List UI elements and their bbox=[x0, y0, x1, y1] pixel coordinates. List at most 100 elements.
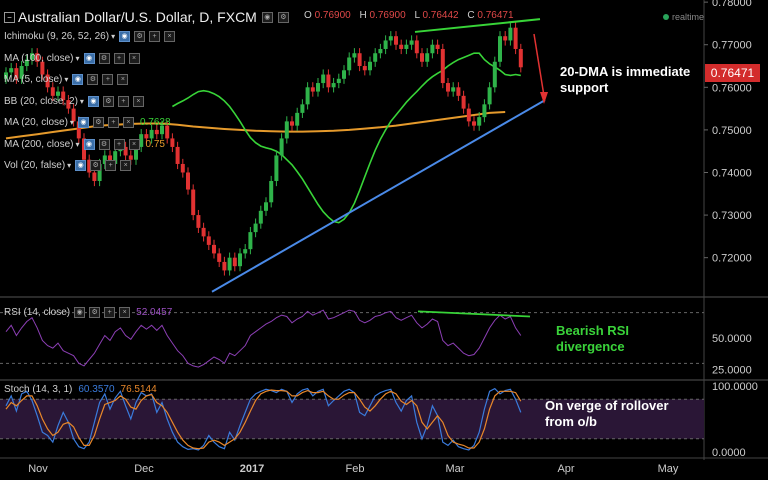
indicator-label[interactable]: MA (100, close) bbox=[4, 52, 74, 64]
rsi-tick-label: 25.0000 bbox=[712, 365, 752, 377]
eye-icon[interactable]: ◉ bbox=[74, 307, 86, 318]
uptrend-line bbox=[211, 99, 546, 293]
rsi-series bbox=[5, 309, 522, 368]
candle-body bbox=[518, 48, 523, 68]
indicator-label[interactable]: MA (200, close) bbox=[4, 138, 74, 150]
chevron-down-icon[interactable]: ▾ bbox=[75, 139, 80, 149]
settings-icon[interactable]: ⚙ bbox=[134, 31, 146, 42]
candle-body bbox=[154, 129, 159, 135]
close-icon[interactable]: × bbox=[119, 307, 131, 318]
candle-body bbox=[336, 78, 341, 84]
candle-body bbox=[92, 172, 97, 182]
close-icon[interactable]: × bbox=[122, 117, 134, 128]
indicator-label[interactable]: BB (20, close, 2) bbox=[4, 95, 78, 107]
grid bbox=[0, 296, 768, 381]
eye-icon[interactable]: ◉ bbox=[261, 11, 273, 23]
time-tick-label: Dec bbox=[134, 463, 154, 475]
price-tick-label: 0.73000 bbox=[712, 210, 752, 222]
settings-icon[interactable]: ⚙ bbox=[89, 307, 101, 318]
add-icon[interactable]: + bbox=[102, 74, 114, 85]
candle-body bbox=[191, 189, 196, 216]
collapse-icon[interactable]: − bbox=[4, 11, 15, 23]
indicator-label[interactable]: Vol (20, false) bbox=[4, 160, 66, 171]
candle-body bbox=[482, 104, 487, 118]
chart-title-bar: − Australian Dollar/U.S. Dollar, D, FXCM… bbox=[4, 9, 289, 25]
settings-icon[interactable]: ⚙ bbox=[90, 160, 102, 171]
rsi-label[interactable]: RSI (14, close) bbox=[4, 307, 71, 318]
settings-icon[interactable]: ⚙ bbox=[92, 117, 104, 128]
close-icon[interactable]: × bbox=[132, 95, 144, 107]
candle-body bbox=[217, 253, 222, 262]
eye-icon[interactable]: ◉ bbox=[75, 160, 87, 171]
close-icon[interactable]: × bbox=[128, 52, 140, 64]
candle-body bbox=[248, 232, 253, 250]
eye-icon[interactable]: ◉ bbox=[77, 117, 89, 128]
price-tick-label: 0.77000 bbox=[712, 40, 752, 52]
close-icon[interactable]: × bbox=[120, 160, 132, 171]
ma20-series bbox=[172, 52, 521, 224]
rsi-divergence-line bbox=[417, 310, 531, 318]
candle-body bbox=[180, 163, 185, 173]
candle-body bbox=[201, 227, 206, 237]
ohlc-readout: O 0.76900 H 0.76900 L 0.76442 C 0.76471 bbox=[304, 10, 520, 21]
low-value: 0.76442 bbox=[422, 10, 459, 21]
add-icon[interactable]: + bbox=[105, 160, 117, 171]
chevron-down-icon[interactable]: ▾ bbox=[64, 75, 69, 84]
candle-body bbox=[368, 61, 372, 71]
candle-body bbox=[175, 146, 180, 164]
candle-body bbox=[212, 244, 216, 254]
close-icon[interactable]: × bbox=[164, 31, 176, 42]
time-tick-label: Nov bbox=[28, 463, 48, 475]
time-tick-label: 2017 bbox=[240, 463, 264, 475]
indicator-label[interactable]: MA (5, close) bbox=[4, 74, 63, 85]
indicator-label[interactable]: Ichimoku (9, 26, 52, 26) bbox=[4, 31, 110, 42]
close-icon[interactable]: × bbox=[128, 138, 140, 150]
candle-body bbox=[300, 104, 305, 113]
ma-support-annotation: 20-DMA is immediate support bbox=[560, 64, 691, 95]
candle-body bbox=[97, 163, 102, 182]
settings-icon[interactable]: ⚙ bbox=[87, 74, 99, 85]
add-icon[interactable]: + bbox=[113, 52, 125, 64]
indicator-row: MA (100, close) ▾ ◉ ⚙ + × bbox=[4, 52, 140, 64]
chevron-down-icon[interactable]: ▾ bbox=[111, 32, 116, 41]
add-icon[interactable]: + bbox=[117, 95, 129, 107]
candle-body bbox=[290, 121, 294, 126]
high-label: H bbox=[359, 10, 367, 21]
eye-icon[interactable]: ◉ bbox=[83, 138, 95, 150]
eye-icon[interactable]: ◉ bbox=[119, 31, 131, 42]
high-value: 0.76900 bbox=[369, 10, 406, 21]
candle-body bbox=[61, 91, 66, 101]
eye-icon[interactable]: ◉ bbox=[72, 74, 84, 85]
eye-icon[interactable]: ◉ bbox=[83, 52, 95, 64]
eye-icon[interactable]: ◉ bbox=[87, 95, 99, 107]
settings-icon[interactable]: ⚙ bbox=[98, 138, 110, 150]
candle-body bbox=[383, 40, 388, 49]
symbol-title[interactable]: Australian Dollar/U.S. Dollar, D, FXCM bbox=[18, 9, 257, 25]
close-icon[interactable]: × bbox=[117, 74, 129, 85]
chevron-down-icon[interactable]: ▾ bbox=[69, 118, 74, 127]
candle-body bbox=[435, 44, 440, 49]
add-icon[interactable]: + bbox=[104, 307, 116, 318]
candle-body bbox=[492, 61, 497, 88]
indicator-label[interactable]: MA (20, close) bbox=[4, 117, 68, 128]
settings-icon[interactable]: ⚙ bbox=[102, 95, 114, 107]
stoch-tick-label: 0.0000 bbox=[712, 447, 746, 459]
candle-body bbox=[352, 53, 357, 58]
chevron-down-icon[interactable]: ▾ bbox=[75, 53, 80, 63]
settings-icon[interactable]: ⚙ bbox=[277, 11, 289, 23]
candle-body bbox=[508, 27, 513, 41]
candle-body bbox=[425, 53, 430, 62]
candle-body bbox=[430, 44, 435, 54]
chevron-down-icon[interactable]: ▾ bbox=[79, 96, 84, 106]
indicator-row: BB (20, close, 2) ▾ ◉ ⚙ + × bbox=[4, 95, 144, 107]
chevron-down-icon[interactable]: ▾ bbox=[67, 161, 72, 170]
add-icon[interactable]: + bbox=[107, 117, 119, 128]
settings-icon[interactable]: ⚙ bbox=[98, 52, 110, 64]
open-value: 0.76900 bbox=[314, 10, 351, 21]
candle-body bbox=[113, 151, 118, 164]
price-axis: 0.78000 0.77000 0.76000 0.75000 0.74000 0.730… bbox=[703, 0, 752, 460]
stoch-label[interactable]: Stoch (14, 3, 1) bbox=[4, 384, 73, 395]
add-icon[interactable]: + bbox=[113, 138, 125, 150]
candle-body bbox=[76, 121, 81, 139]
add-icon[interactable]: + bbox=[149, 31, 161, 42]
